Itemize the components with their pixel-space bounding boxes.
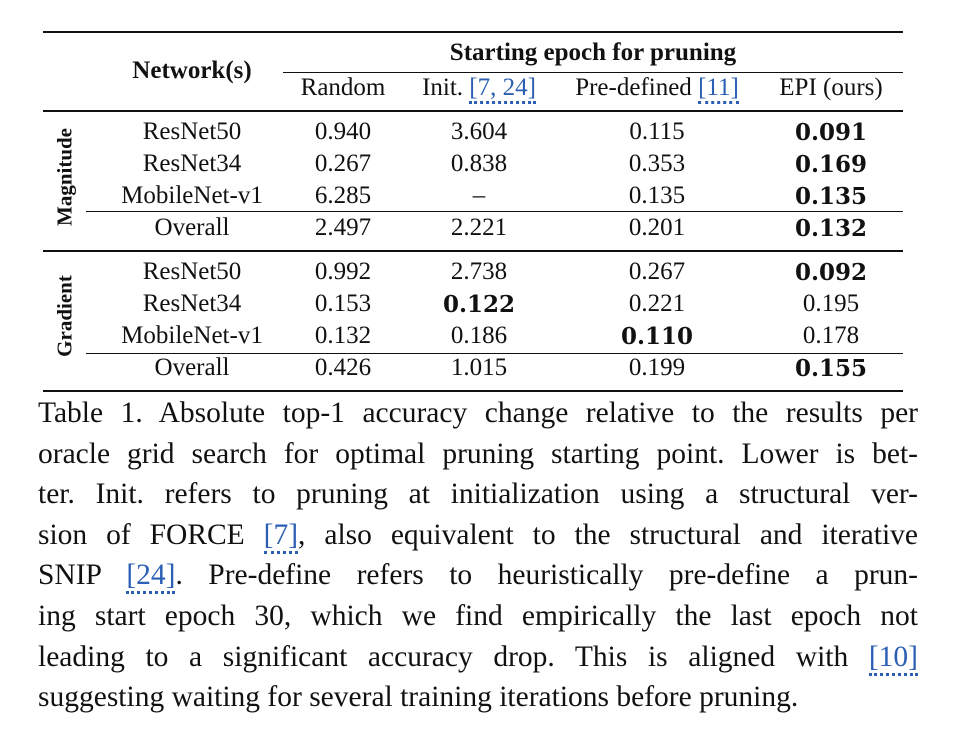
value-cell-predefined: 0.221 [628, 290, 686, 317]
column-header-epi: EPI (ours) [779, 74, 883, 101]
network-header: Network(s) [132, 57, 252, 84]
value-cell-predefined: 0.110 [620, 323, 694, 350]
network-name-cell: Overall [154, 214, 230, 241]
network-name-cell: MobileNet-v1 [121, 322, 263, 349]
caption-line: suggesting waiting for several training … [38, 681, 799, 714]
column-header-predefined: Pre-defined [11] [575, 73, 739, 104]
network-name-cell: ResNet34 [142, 290, 242, 317]
citation-link-10[interactable]: [10] [868, 640, 918, 676]
citation-link-7[interactable]: [7] [263, 518, 299, 554]
bottom-rule [43, 390, 903, 392]
value-cell-predefined: 0.353 [628, 150, 686, 177]
section-label-gradient: Gradient [52, 275, 77, 357]
group-header-rule [283, 72, 903, 73]
value-cell-init: 2.221 [450, 214, 508, 241]
caption-line: Table 1. Absolute top-1 accuracy change … [38, 397, 918, 429]
value-cell-random: 0.940 [314, 118, 372, 145]
value-cell-init: 2.738 [450, 258, 508, 285]
value-cell-epi: 0.178 [802, 322, 860, 349]
citation-link-11[interactable]: [11] [698, 74, 739, 104]
gradient-overall-rule [86, 353, 903, 354]
caption-line: leading to a significant accuracy drop. … [38, 637, 918, 678]
network-name-cell: ResNet34 [142, 150, 242, 177]
value-cell-epi: 0.155 [794, 355, 868, 382]
value-cell-random: 0.426 [314, 354, 372, 381]
value-cell-random: 6.285 [314, 182, 372, 209]
section-label-magnitude: Magnitude [52, 127, 77, 227]
value-cell-predefined: 0.135 [628, 182, 686, 209]
value-cell-random: 0.267 [314, 150, 372, 177]
value-cell-random: 0.132 [314, 322, 372, 349]
value-cell-epi: 0.132 [794, 215, 868, 242]
value-cell-predefined: 0.115 [629, 118, 685, 145]
value-cell-predefined: 0.267 [628, 258, 686, 285]
value-cell-epi: 0.135 [794, 183, 868, 210]
group-header: Starting epoch for pruning [449, 39, 737, 66]
caption-text: sion of FORCE [38, 518, 264, 551]
network-name-cell: ResNet50 [142, 258, 242, 285]
caption-line: SNIP [24]. Pre-define refers to heuristi… [38, 555, 918, 596]
value-cell-random: 0.992 [314, 258, 372, 285]
citation-link-24[interactable]: [24] [126, 559, 176, 595]
value-cell-epi: 0.195 [802, 290, 860, 317]
value-cell-init: 3.604 [450, 118, 508, 145]
caption-line: oracle grid search for optimal pruning s… [38, 437, 918, 470]
value-cell-init: – [472, 182, 486, 209]
caption-text: . Pre-define refers to heuristically pre… [175, 559, 918, 592]
caption-line: sion of FORCE [7], also equivalent to th… [38, 515, 918, 556]
table-caption: Table 1. Absolute top-1 accuracy change … [38, 393, 918, 718]
network-name-cell: Overall [154, 354, 230, 381]
citation-link-7-24[interactable]: [7, 24] [469, 74, 536, 104]
value-cell-epi: 0.092 [794, 259, 868, 286]
value-cell-epi: 0.169 [794, 151, 868, 178]
value-cell-init: 0.186 [450, 322, 508, 349]
caption-text: leading to a significant accuracy drop. … [38, 640, 869, 673]
value-cell-predefined: 0.201 [628, 214, 686, 241]
value-cell-predefined: 0.199 [628, 354, 686, 381]
section-divider-rule [43, 250, 903, 252]
value-cell-random: 0.153 [314, 290, 372, 317]
value-cell-random: 2.497 [314, 214, 372, 241]
caption-text: SNIP [38, 559, 127, 592]
column-header-init-label: Init. [422, 74, 464, 101]
caption-line: ing start epoch 30, which we find empiri… [38, 599, 918, 632]
magnitude-overall-rule [86, 211, 903, 212]
caption-text: , also equivalent to the structural and … [298, 518, 918, 551]
column-header-init: Init. [7, 24] [422, 73, 536, 104]
value-cell-init: 1.015 [450, 354, 508, 381]
caption-line: ter. Init. refers to pruning at initiali… [38, 478, 918, 511]
value-cell-epi: 0.091 [794, 119, 868, 146]
header-bottom-rule [43, 110, 903, 112]
network-name-cell: ResNet50 [142, 118, 242, 145]
network-name-cell: MobileNet-v1 [121, 182, 263, 209]
value-cell-init: 0.122 [442, 291, 516, 318]
top-rule [43, 31, 903, 33]
column-header-predefined-label: Pre-defined [575, 74, 692, 101]
value-cell-init: 0.838 [450, 150, 508, 177]
column-header-random: Random [300, 74, 386, 101]
